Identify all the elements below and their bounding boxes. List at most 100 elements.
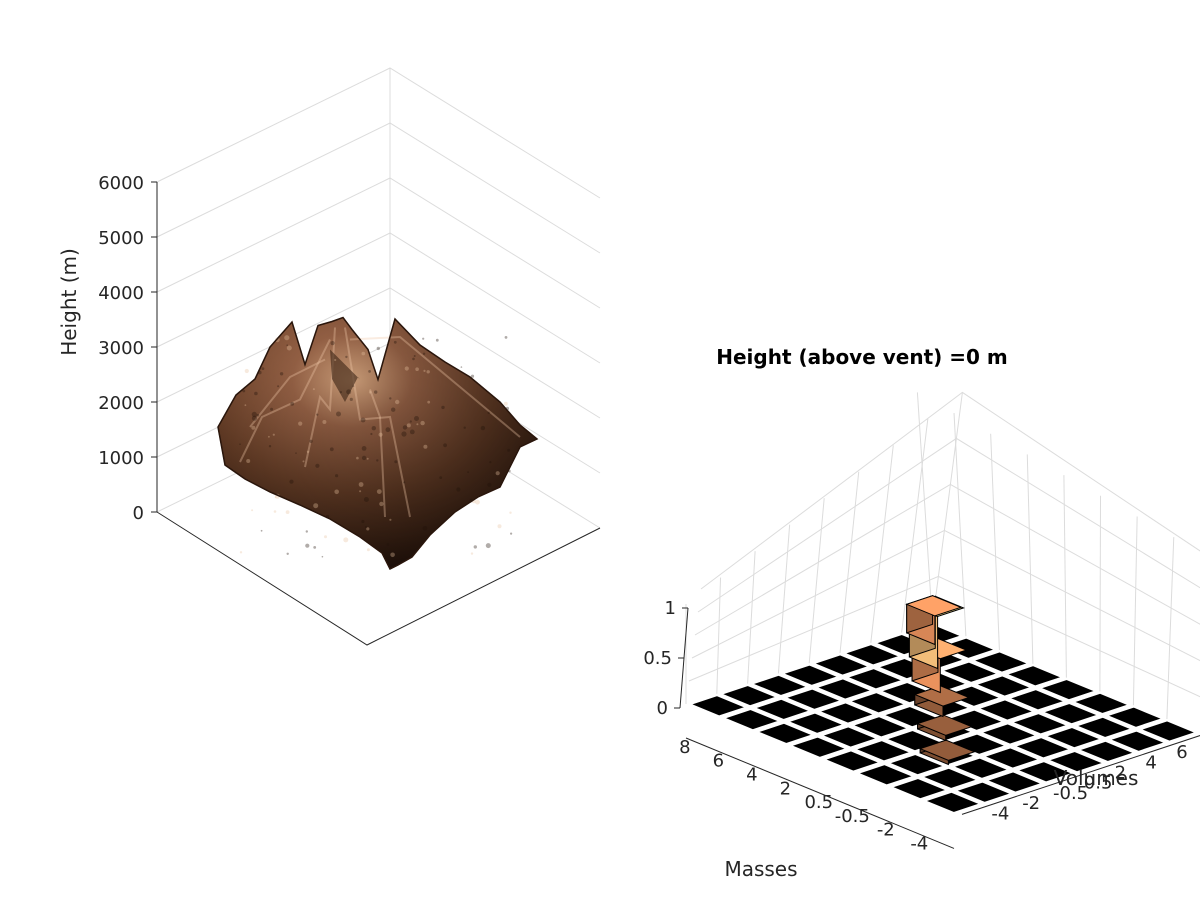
ridge-highlight xyxy=(369,389,386,518)
x-tick-label: -2 xyxy=(877,820,895,841)
floor-tile xyxy=(1044,726,1102,749)
floor-tile xyxy=(818,702,876,724)
terrain-texture xyxy=(298,421,303,426)
terrain-texture xyxy=(416,423,419,426)
floor-tile xyxy=(815,678,873,700)
grid-line xyxy=(156,232,601,364)
terrain-texture xyxy=(312,388,315,391)
terrain-texture xyxy=(409,420,412,423)
grid-line xyxy=(1099,495,1102,692)
terrain-texture xyxy=(339,391,342,394)
terrain-texture xyxy=(426,370,430,374)
floor-tile xyxy=(977,699,1035,721)
terrain-texture xyxy=(441,405,445,410)
terrain-texture xyxy=(376,459,379,462)
terrain-texture xyxy=(352,385,355,387)
terrain-texture xyxy=(256,413,260,417)
terrain-texture xyxy=(366,527,370,531)
terrain-texture xyxy=(376,346,380,351)
terrain-texture xyxy=(422,526,428,531)
terrain-texture xyxy=(324,535,327,539)
grid-line xyxy=(697,437,1200,613)
bar3-bar-top xyxy=(918,739,976,761)
y-tick-label: 4 xyxy=(1145,752,1156,773)
floor-tile xyxy=(1047,750,1105,773)
terrain-texture xyxy=(359,490,362,493)
terrain-texture xyxy=(366,457,369,460)
terrain-texture xyxy=(475,499,480,505)
terrain-texture xyxy=(273,510,277,513)
terrain-texture xyxy=(415,367,419,372)
ridge-highlight xyxy=(249,358,326,428)
terrain-texture xyxy=(460,366,463,368)
terrain-texture xyxy=(473,545,477,549)
terrain-texture xyxy=(412,357,415,361)
terrain-texture xyxy=(356,456,359,460)
terrain-texture xyxy=(251,509,254,512)
grid-line xyxy=(716,577,722,694)
terrain-texture xyxy=(401,431,407,437)
x-tick-label: 0.5 xyxy=(804,792,833,813)
terrain-texture xyxy=(274,496,277,499)
crater-shadow xyxy=(330,349,360,402)
floor-tile xyxy=(812,654,870,676)
z-tick-label: 5000 xyxy=(98,228,144,249)
z-tick-label: 2000 xyxy=(98,393,144,414)
y-tick-label: -2 xyxy=(1022,793,1040,814)
terrain-texture xyxy=(239,443,241,446)
terrain-texture xyxy=(402,425,408,430)
terrain-texture xyxy=(395,399,400,405)
floor-tile xyxy=(974,675,1032,697)
terrain-texture xyxy=(403,481,406,484)
bar3-grid xyxy=(685,391,1200,733)
terrain-texture xyxy=(503,401,508,406)
floor-tile xyxy=(854,740,912,762)
terrain-texture xyxy=(268,435,270,438)
terrain-texture xyxy=(289,479,294,484)
terrain-texture xyxy=(509,511,512,514)
terrain-texture xyxy=(315,463,320,468)
terrain-texture xyxy=(251,411,257,417)
terrain-texture xyxy=(361,519,365,524)
terrain-texture xyxy=(390,552,395,558)
floor-tile xyxy=(890,777,948,800)
terrain-texture xyxy=(423,369,426,372)
y-tick-label: -4 xyxy=(991,803,1009,824)
terrain-texture xyxy=(487,411,490,414)
terrain-texture xyxy=(251,415,258,421)
grid-line xyxy=(990,433,1000,651)
floor-tile xyxy=(723,708,781,731)
grid-line xyxy=(747,551,756,684)
floor-tile xyxy=(887,753,945,776)
x-tick-label: 4 xyxy=(746,765,757,786)
terrain-texture xyxy=(386,543,390,546)
terrain-texture xyxy=(286,344,289,347)
grid-line xyxy=(953,413,967,637)
terrain-texture xyxy=(290,402,295,406)
terrain-texture xyxy=(374,390,378,394)
floor-tile xyxy=(954,781,1012,803)
terrain-texture xyxy=(507,448,511,452)
floor-tile xyxy=(820,726,878,748)
terrain-texture xyxy=(360,417,366,423)
terrain-texture xyxy=(370,432,373,436)
terrain-texture xyxy=(423,444,428,449)
terrain-texture xyxy=(330,341,335,346)
floor-tile xyxy=(787,712,845,734)
terrain-texture xyxy=(246,459,251,463)
floor-tile xyxy=(972,651,1030,673)
volcano-surface xyxy=(217,316,539,571)
floor-tile xyxy=(980,723,1038,745)
volcano-shading xyxy=(218,317,537,569)
terrain-texture xyxy=(463,426,466,429)
grid-line xyxy=(688,575,1200,698)
grid-line xyxy=(1063,475,1067,678)
floor-tile xyxy=(952,757,1010,779)
terrain-texture xyxy=(242,389,246,393)
terrain-texture xyxy=(277,385,280,388)
terrain-texture xyxy=(414,416,419,421)
terrain-texture xyxy=(510,532,513,535)
terrain-texture xyxy=(316,413,319,416)
terrain-texture xyxy=(261,367,265,370)
terrain-texture xyxy=(361,455,367,461)
